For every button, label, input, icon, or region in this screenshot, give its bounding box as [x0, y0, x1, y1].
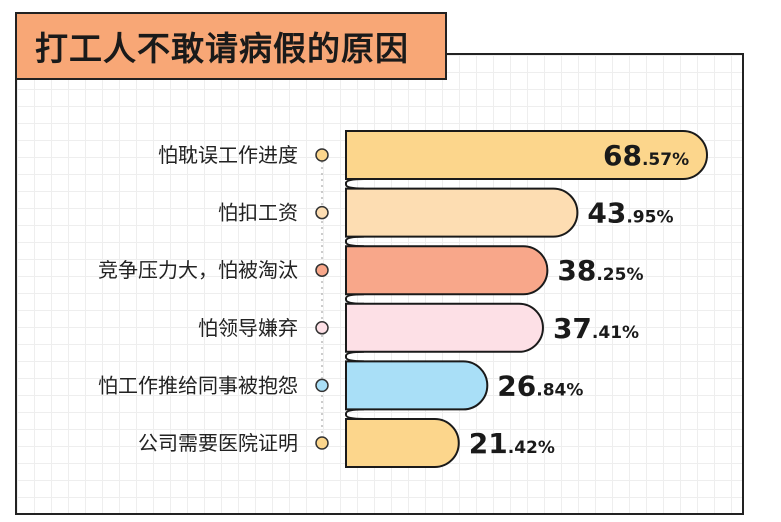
value-label: 43.95% — [587, 197, 673, 230]
category-dot — [315, 321, 329, 335]
value-label: 21.42% — [469, 427, 555, 460]
category-label: 怕工作推给同事被抱怨 — [98, 373, 298, 397]
value-label-int: 37 — [553, 312, 592, 345]
value-label-dec: .25% — [596, 265, 643, 285]
value-label-int: 38 — [557, 254, 596, 287]
bar — [345, 130, 708, 180]
value-label: 37.41% — [553, 312, 639, 345]
value-label-dec: .84% — [536, 380, 583, 400]
bar-connector — [345, 235, 365, 248]
bar-connector — [345, 408, 365, 420]
value-label-dec: .41% — [592, 323, 639, 343]
bar — [345, 245, 549, 296]
value-label-dec: .42% — [508, 438, 555, 458]
category-label: 竞争压力大，怕被淘汰 — [98, 258, 298, 282]
category-label: 公司需要医院证明 — [138, 431, 298, 455]
value-label: 38.25% — [557, 254, 643, 287]
bar — [345, 418, 460, 468]
bar-connector — [345, 178, 365, 190]
category-label: 怕扣工资 — [218, 201, 298, 225]
chart-title: 打工人不敢请病假的原因 — [35, 29, 409, 68]
chart-title-box: 打工人不敢请病假的原因 — [15, 12, 447, 80]
bar-connector — [345, 293, 365, 305]
bars-layer — [345, 130, 708, 468]
value-label-int: 21 — [469, 427, 508, 460]
category-dot — [315, 148, 329, 162]
value-label-int: 43 — [587, 197, 626, 230]
value-label: 26.84% — [497, 369, 583, 402]
value-label-dec: .57% — [642, 150, 689, 170]
category-dot — [315, 436, 329, 450]
labels-layer: 怕耽误工作进度 68.57% 怕扣工资 43.95% 竞争压力大，怕被淘汰 38.25% 怕… — [98, 139, 689, 460]
value-label-int: 68 — [603, 139, 642, 172]
bar-connector — [345, 350, 365, 363]
bar — [345, 302, 544, 353]
category-dot — [315, 205, 329, 220]
value-label: 68.57% — [603, 139, 689, 172]
value-label-int: 26 — [497, 369, 536, 402]
bar — [345, 360, 489, 411]
value-label-dec: .95% — [626, 208, 673, 228]
category-dot — [315, 378, 329, 393]
category-label: 怕耽误工作进度 — [158, 143, 298, 167]
bar — [345, 187, 579, 238]
category-label: 怕领导嫌弃 — [198, 316, 298, 340]
category-dot — [315, 263, 329, 277]
